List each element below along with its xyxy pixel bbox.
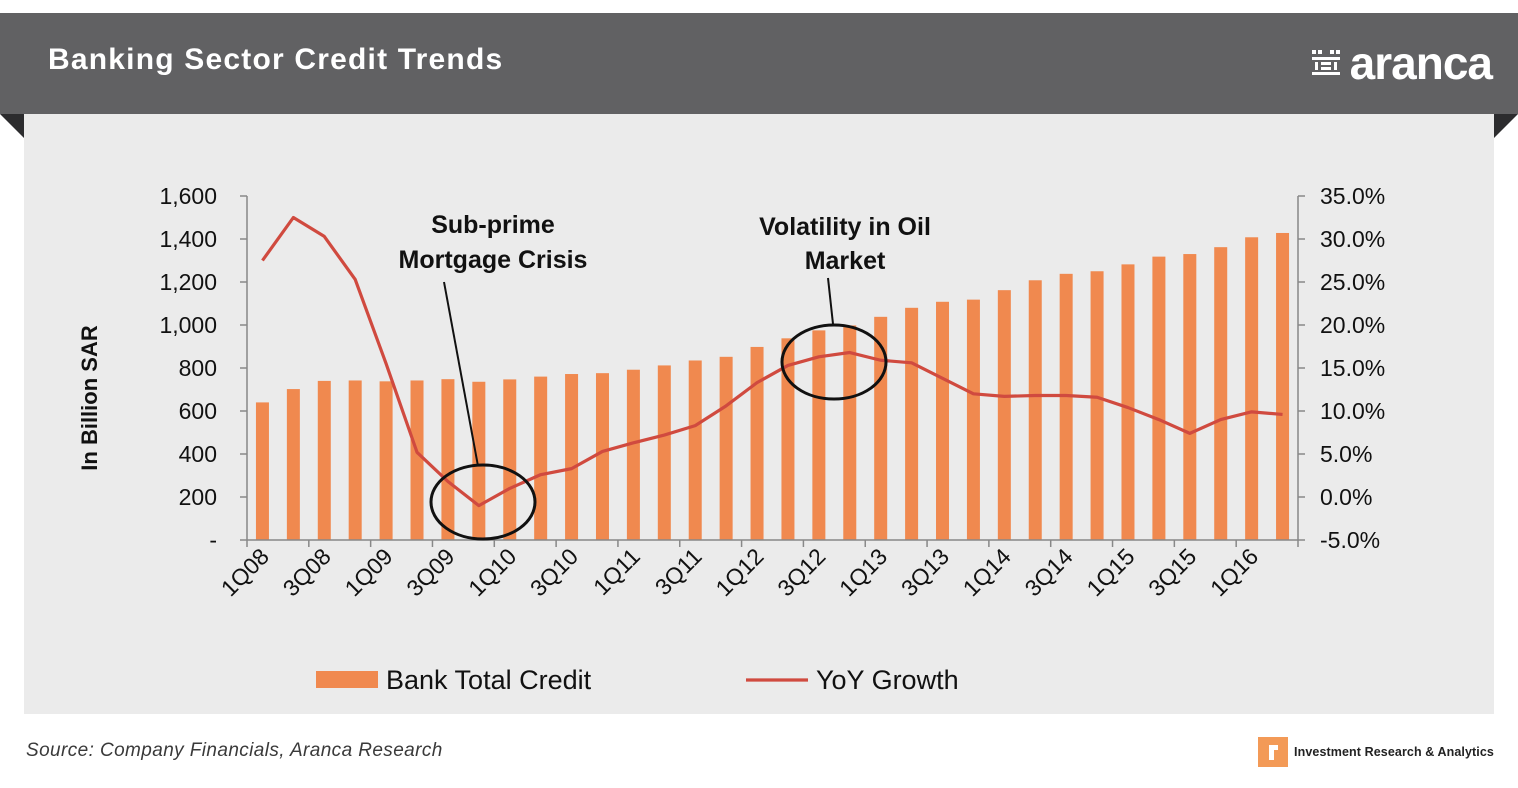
brand-logo: aranca [1310,37,1493,89]
bar-3Q14 [1059,273,1073,540]
y-left-tick-label: 800 [179,355,217,381]
bar-1Q12 [750,346,764,540]
x-tick-label: 3Q10 [525,543,583,601]
aranca-badge-icon [1258,737,1289,767]
bar-3Q15 [1183,254,1197,541]
bar-series [255,232,1290,541]
bar-2Q11 [657,365,671,540]
x-tick-label: 3Q15 [1143,543,1201,601]
source-note: Source: Company Financials, Aranca Resea… [26,740,443,761]
x-tick-label: 1Q08 [216,543,274,601]
legend-swatch-bar [316,671,378,688]
legend-label-line: YoY Growth [816,665,959,695]
banner-fold-right [1494,114,1518,138]
bar-3Q09 [441,379,455,540]
x-tick-label: 3Q12 [772,543,830,601]
bar-2Q10 [534,376,548,540]
bar-2Q16 [1276,232,1290,541]
bar-1Q14 [997,290,1011,540]
badge-text: Investment Research & Analytics [1294,745,1494,759]
y-left-tick-label: 1,600 [159,183,217,209]
bar-2Q14 [1028,280,1042,540]
yoy-growth-line [261,215,1283,508]
y-left-tick-label: 1,000 [159,312,217,338]
bar-1Q08 [255,402,269,540]
bar-4Q11 [719,356,733,540]
x-tick-label: 3Q09 [401,543,459,601]
annotation-circle [780,323,888,401]
annotation-circle [429,463,537,541]
x-tick-label: 1Q11 [588,543,645,600]
annotation-pointer [827,277,834,325]
header-bar: Banking Sector Credit Trends aranca [0,13,1518,114]
bar-1Q10 [503,379,517,540]
bar-4Q10 [595,373,609,540]
bar-2Q09 [410,380,424,540]
bar-4Q08 [348,380,362,540]
page-title: Banking Sector Credit Trends [48,43,504,76]
bar-4Q15 [1214,247,1228,541]
x-tick-label: 1Q12 [710,543,768,601]
x-tick-label: 1Q13 [834,543,892,601]
y-left-tick-label: - [209,527,217,553]
bar-4Q14 [1090,271,1104,540]
bar-3Q10 [565,374,579,540]
y-right-tick-label: 10.0% [1320,398,1385,424]
aranca-logo-icon [1311,50,1340,75]
bar-1Q09 [379,381,393,540]
bar-3Q12 [812,330,826,540]
bar-3Q13 [936,301,950,540]
footer-badge: Investment Research & Analytics [1258,736,1494,768]
annotation-line-1: Volatility in Oil [759,213,931,241]
x-tick-label: 1Q15 [1081,543,1139,601]
bar-2Q13 [905,307,919,540]
y-right-tick-label: 15.0% [1320,355,1385,381]
x-tick-label: 1Q10 [463,543,521,601]
line-series [261,215,1283,508]
y-right-tick-label: 20.0% [1320,312,1385,338]
annotation-pointer [443,281,479,467]
y-right-tick-label: 25.0% [1320,269,1385,295]
bar-4Q13 [966,299,980,540]
y-right-tick-label: 5.0% [1320,441,1372,467]
x-tick-label: 3Q08 [278,543,336,601]
y-right-tick-label: 0.0% [1320,484,1372,510]
y-right-tick-label: 35.0% [1320,183,1385,209]
y-axis-label: In Billion SAR [77,325,102,471]
y-right-tick-label: -5.0% [1320,527,1380,553]
bar-1Q13 [874,316,888,540]
annotations: Sub-prime Mortgage Crisis Volatility in Oi… [399,211,931,541]
x-tick-label: 1Q14 [958,543,1016,601]
brand-name: aranca [1349,37,1493,89]
y-left-tick-label: 200 [179,484,217,510]
legend: Bank Total Credit YoY Growth [316,665,959,695]
x-tick-label: 1Q09 [339,543,397,601]
annotation-line-1: Sub-prime [431,211,555,239]
y-left-tick-label: 600 [179,398,217,424]
annotation-line-2: Mortgage Crisis [399,246,588,274]
y-right-tick-label: 30.0% [1320,226,1385,252]
bar-3Q08 [317,380,331,540]
bar-2Q12 [781,338,795,540]
y-left-tick-label: 400 [179,441,217,467]
legend-label-bar: Bank Total Credit [386,665,592,695]
bar-2Q08 [286,389,300,540]
y-left-tick-label: 1,400 [159,226,217,252]
bar-1Q15 [1121,264,1135,540]
x-tick-label: 3Q11 [650,543,707,600]
bar-1Q16 [1245,237,1259,540]
bar-2Q15 [1152,256,1166,540]
x-tick-label: 1Q16 [1205,543,1263,601]
bar-4Q12 [843,325,857,540]
y-left-tick-label: 1,200 [159,269,217,295]
banner-fold-left [0,114,24,138]
bar-3Q11 [688,360,702,540]
x-tick-label: 3Q14 [1020,543,1078,601]
annotation-line-2: Market [805,247,886,275]
bar-4Q09 [472,381,486,540]
bar-1Q11 [626,369,640,540]
axes: - 200 400 600 800 1,000 1,200 1,400 1,600 -5.0% 0.… [159,183,1385,601]
x-tick-label: 3Q13 [896,543,954,601]
